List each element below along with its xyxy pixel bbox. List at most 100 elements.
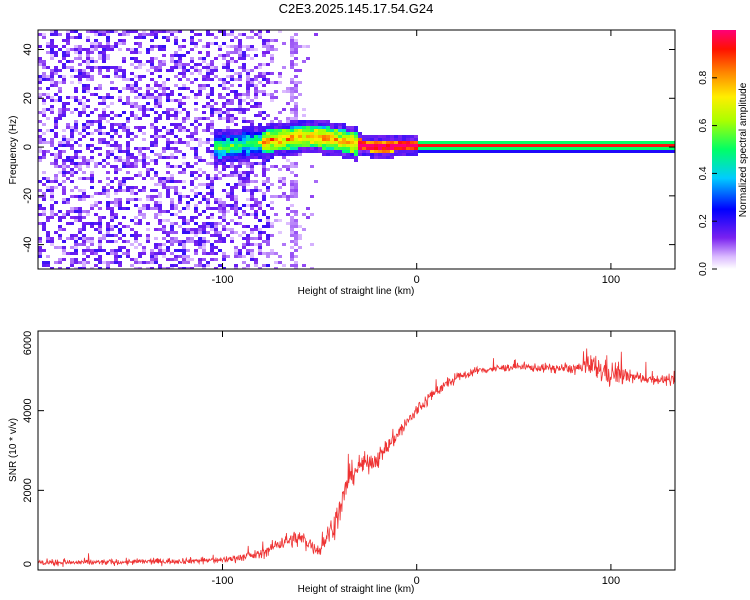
heatmap-cell — [258, 150, 262, 153]
heatmap-cell — [46, 177, 50, 180]
heatmap-cell — [182, 186, 186, 189]
heatmap-cell — [70, 189, 74, 192]
heatmap-cell — [222, 102, 226, 105]
heatmap-cell — [166, 99, 170, 102]
heatmap-cell — [162, 252, 166, 255]
heatmap-cell — [182, 219, 186, 222]
heatmap-cell — [394, 135, 398, 138]
heatmap-cell — [114, 240, 118, 243]
heatmap-cell — [238, 72, 242, 75]
heatmap-cell — [194, 222, 198, 225]
heatmap-cell — [286, 129, 290, 132]
heatmap-cell — [266, 159, 270, 162]
heatmap-cell — [222, 213, 226, 216]
heatmap-cell — [206, 150, 210, 153]
heatmap-cell — [242, 180, 246, 183]
heatmap-cell — [190, 90, 194, 93]
heatmap-cell — [126, 255, 130, 258]
heatmap-cell — [286, 138, 290, 141]
heatmap-cell — [198, 240, 202, 243]
heatmap-cell — [122, 150, 126, 153]
heatmap-cell — [230, 162, 234, 165]
heatmap-cell — [174, 135, 178, 138]
heatmap-cell — [430, 141, 434, 144]
heatmap-cell — [522, 141, 526, 144]
heatmap-cell — [154, 207, 158, 210]
heatmap-cell — [294, 135, 298, 138]
heatmap-cell — [158, 87, 162, 90]
heatmap-cell — [50, 72, 54, 75]
heatmap-cell — [74, 69, 78, 72]
heatmap-cell — [246, 147, 250, 150]
heatmap-cell — [62, 168, 66, 171]
heatmap-cell — [342, 123, 346, 126]
heatmap-cell — [150, 249, 154, 252]
heatmap-cell — [202, 258, 206, 261]
heatmap-cell — [218, 84, 222, 87]
heatmap-cell — [266, 51, 270, 54]
heatmap-cell — [134, 114, 138, 117]
heatmap-cell — [42, 123, 46, 126]
heatmap-cell — [238, 105, 242, 108]
heatmap-cell — [230, 198, 234, 201]
heatmap-cell — [538, 150, 542, 153]
heatmap-cell — [170, 33, 174, 36]
heatmap-cell — [238, 252, 242, 255]
heatmap-cell — [50, 195, 54, 198]
heatmap-cell — [246, 180, 250, 183]
heatmap-cell — [226, 135, 230, 138]
heatmap-cell — [250, 69, 254, 72]
heatmap-cell — [178, 45, 182, 48]
heatmap-cell — [262, 39, 266, 42]
heatmap-cell — [262, 75, 266, 78]
heatmap-cell — [406, 147, 410, 150]
heatmap-cell — [242, 171, 246, 174]
heatmap-cell — [154, 201, 158, 204]
heatmap-cell — [130, 234, 134, 237]
heatmap-cell — [206, 75, 210, 78]
heatmap-cell — [178, 195, 182, 198]
heatmap-cell — [222, 210, 226, 213]
heatmap-cell — [254, 174, 258, 177]
heatmap-cell — [98, 180, 102, 183]
heatmap-cell — [162, 228, 166, 231]
heatmap-cell — [218, 177, 222, 180]
heatmap-cell — [174, 42, 178, 45]
heatmap-cell — [238, 78, 242, 81]
heatmap-cell — [194, 186, 198, 189]
heatmap-cell — [238, 33, 242, 36]
heatmap-cell — [70, 264, 74, 267]
heatmap-cell — [46, 51, 50, 54]
heatmap-cell — [170, 93, 174, 96]
heatmap-cell — [114, 114, 118, 117]
heatmap-cell — [202, 159, 206, 162]
heatmap-cell — [78, 51, 82, 54]
heatmap-cell — [110, 234, 114, 237]
heatmap-cell — [286, 222, 290, 225]
heatmap-cell — [506, 144, 510, 147]
heatmap-cell — [174, 99, 178, 102]
heatmap-cell — [94, 201, 98, 204]
heatmap-cell — [562, 144, 566, 147]
heatmap-cell — [54, 135, 58, 138]
heatmap-cell — [594, 141, 598, 144]
heatmap-cell — [42, 33, 46, 36]
heatmap-cell — [194, 195, 198, 198]
heatmap-cell — [290, 186, 294, 189]
heatmap-cell — [430, 147, 434, 150]
heatmap-cell — [114, 132, 118, 135]
heatmap-cell — [234, 108, 238, 111]
heatmap-cell — [166, 192, 170, 195]
heatmap-cell — [170, 198, 174, 201]
heatmap-cell — [290, 225, 294, 228]
heatmap-cell — [114, 45, 118, 48]
heatmap-cell — [70, 129, 74, 132]
heatmap-cell — [182, 258, 186, 261]
heatmap-cell — [90, 75, 94, 78]
heatmap-cell — [114, 87, 118, 90]
heatmap-cell — [294, 237, 298, 240]
heatmap-cell — [246, 144, 250, 147]
heatmap-cell — [210, 207, 214, 210]
heatmap-cell — [662, 147, 666, 150]
heatmap-cell — [434, 141, 438, 144]
